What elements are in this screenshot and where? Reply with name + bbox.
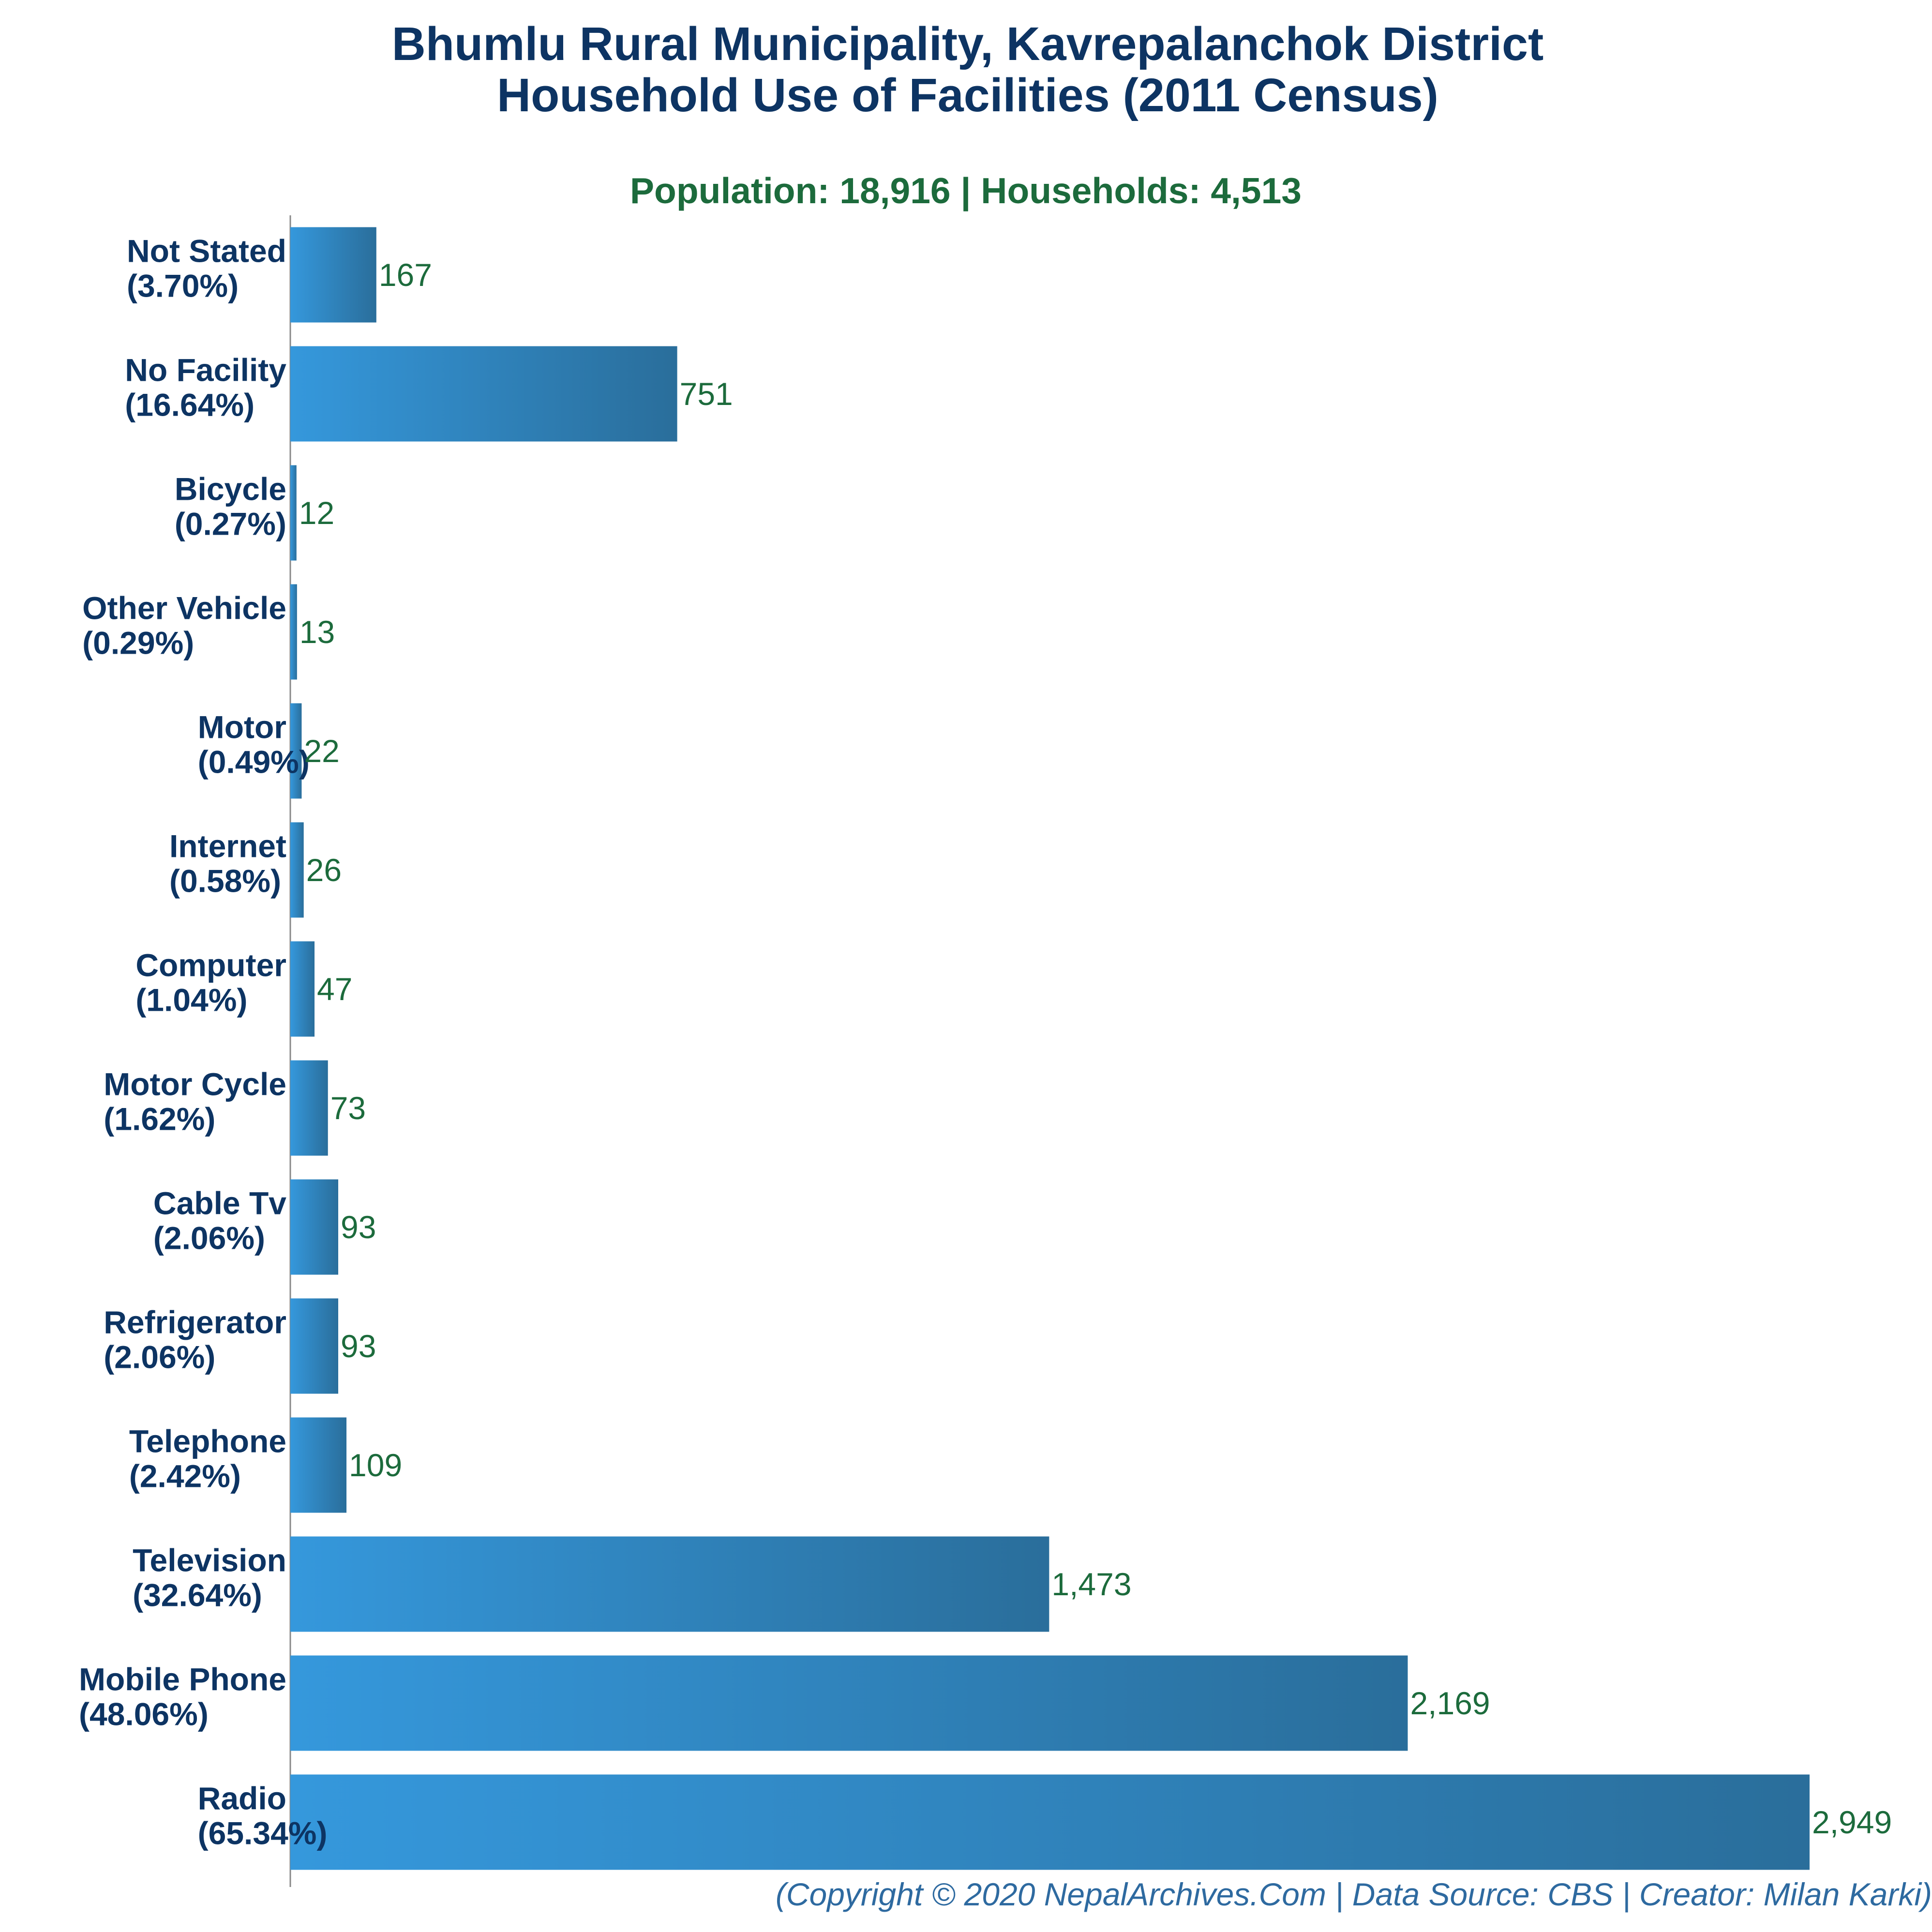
value-labels-layer: 167 751 12 13 22 26 47 73 93 93 109 1,473 2,169 2,949 (299, 257, 1892, 1840)
value-label-mobile-phone: 2,169 (1410, 1685, 1490, 1721)
value-label-internet: 26 (306, 852, 342, 888)
value-label-radio: 2,949 (1812, 1804, 1892, 1840)
category-label-refrigerator: Refrigerator (104, 1304, 286, 1340)
chart-subtitle: Population: 18,916 | Households: 4,513 (630, 170, 1302, 211)
value-label-refrigerator: 93 (341, 1328, 376, 1364)
category-percent-other-vehicle: (0.29%) (82, 625, 194, 661)
bar-motor (290, 703, 302, 799)
bar-computer (290, 941, 315, 1037)
category-label-radio: Radio (198, 1781, 286, 1816)
category-label-cable-tv: Cable Tv (153, 1185, 286, 1221)
chart-title-line-2: Household Use of Facilities (2011 Census… (497, 69, 1438, 121)
category-percent-television: (32.64%) (133, 1577, 262, 1613)
category-percent-motor-cycle: (1.62%) (104, 1101, 215, 1137)
value-label-not-stated: 167 (379, 257, 432, 293)
category-percent-internet: (0.58%) (169, 863, 281, 899)
value-label-no-facility: 751 (680, 376, 733, 412)
bar-other-vehicle (290, 584, 297, 680)
value-label-other-vehicle: 13 (300, 614, 335, 650)
bar-radio (290, 1774, 1810, 1870)
category-label-motor-cycle: Motor Cycle (104, 1066, 286, 1102)
value-label-telephone: 109 (349, 1447, 402, 1483)
category-label-bicycle: Bicycle (175, 471, 286, 507)
bar-mobile-phone (290, 1655, 1408, 1751)
value-label-cable-tv: 93 (341, 1209, 376, 1245)
category-percent-no-facility: (16.64%) (125, 387, 255, 423)
bars-layer (290, 227, 1810, 1870)
chart-title-line-1: Bhumlu Rural Municipality, Kavrepalancho… (392, 17, 1544, 70)
value-label-motor-cycle: 73 (330, 1090, 366, 1126)
value-label-motor: 22 (304, 733, 339, 769)
category-label-not-stated: Not Stated (127, 233, 286, 269)
category-percent-computer: (1.04%) (135, 982, 247, 1018)
bar-internet (290, 822, 304, 918)
category-label-motor: Motor (198, 709, 286, 745)
bar-cable-tv (290, 1179, 339, 1275)
category-labels-layer: Not Stated(3.70%) No Facility(16.64%) Bicy… (79, 233, 327, 1851)
footer-credit: (Copyright © 2020 NepalArchives.Com | Da… (776, 1876, 1932, 1913)
category-percent-bicycle: (0.27%) (175, 506, 286, 542)
value-label-bicycle: 12 (299, 495, 334, 531)
category-label-television: Television (133, 1543, 286, 1578)
category-percent-motor: (0.49%) (198, 744, 310, 780)
category-label-internet: Internet (169, 828, 286, 864)
category-label-mobile-phone: Mobile Phone (79, 1662, 286, 1697)
bar-motor-cycle (290, 1060, 328, 1156)
value-label-computer: 47 (317, 971, 352, 1007)
bar-refrigerator (290, 1298, 339, 1394)
category-percent-mobile-phone: (48.06%) (79, 1696, 209, 1732)
category-percent-cable-tv: (2.06%) (153, 1220, 265, 1256)
category-label-other-vehicle: Other Vehicle (82, 590, 286, 626)
bar-no-facility (290, 346, 677, 442)
category-percent-radio: (65.34%) (198, 1815, 328, 1851)
category-percent-refrigerator: (2.06%) (104, 1339, 215, 1375)
value-label-television: 1,473 (1051, 1566, 1131, 1602)
category-label-no-facility: No Facility (125, 352, 286, 388)
bar-bicycle (290, 465, 297, 561)
category-percent-not-stated: (3.70%) (127, 268, 239, 304)
bar-telephone (290, 1417, 347, 1513)
category-label-telephone: Telephone (129, 1423, 286, 1459)
category-percent-telephone: (2.42%) (129, 1458, 241, 1494)
bar-television (290, 1536, 1049, 1632)
category-label-computer: Computer (135, 947, 286, 983)
bar-not-stated (290, 227, 376, 323)
